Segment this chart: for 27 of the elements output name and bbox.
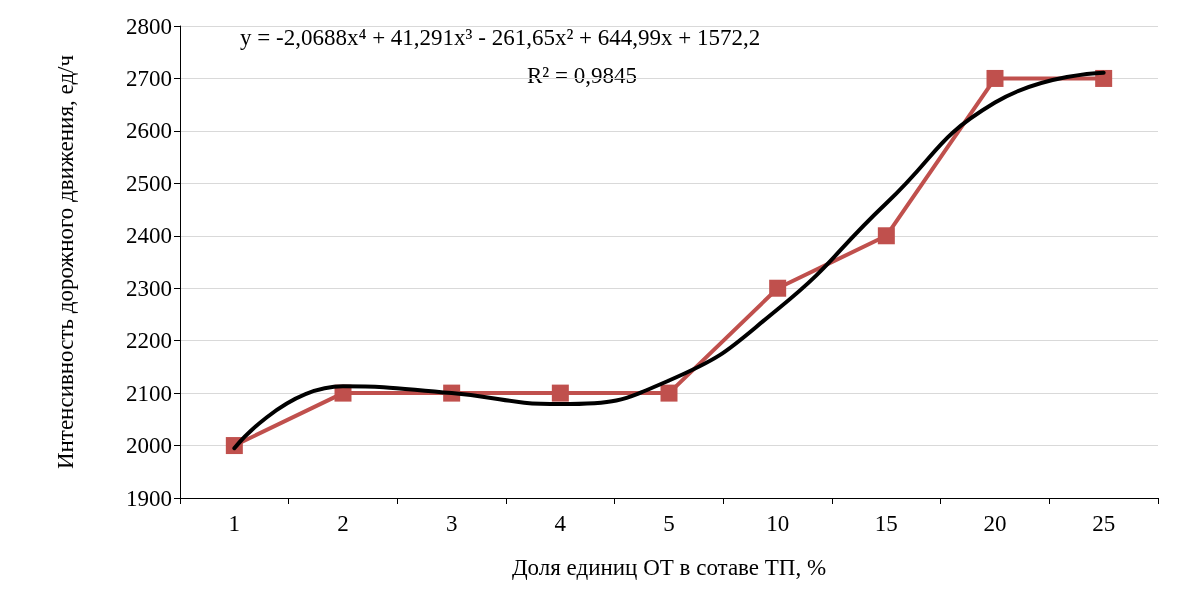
x-tick-label: 3: [445, 511, 458, 536]
y-tick-label: 1900: [126, 485, 172, 511]
x-tick-label: 4: [554, 511, 567, 536]
x-axis-title: Доля единиц ОТ в сотаве ТП, %: [511, 555, 827, 580]
y-axis-title: Интенсивность дорожного движения, ед/ч: [52, 54, 78, 470]
y-tick-label: 2800: [126, 13, 172, 39]
annotation: y = -2,0688x⁴ + 41,291x³ - 261,65x² + 644,99x + 1572,2: [240, 25, 761, 50]
y-tick-label: 2700: [126, 65, 172, 91]
y-tick-label: 2100: [126, 380, 172, 406]
y-tick-label: 2500: [126, 170, 172, 196]
point: [986, 69, 1004, 87]
x-tick-label: 25: [1092, 511, 1116, 536]
y-tick-label: 2300: [126, 275, 172, 301]
x-tick-label: 20: [983, 511, 1007, 536]
y-tick-label: 2600: [126, 118, 172, 144]
y-tick-label: 2000: [126, 433, 172, 459]
x-tick-label: 1: [228, 511, 241, 536]
point: [551, 384, 569, 402]
x-tick-label: 10: [766, 511, 790, 536]
x-tick-label: 15: [874, 511, 898, 536]
y-tick-label: 2400: [126, 223, 172, 249]
point: [769, 279, 787, 297]
point: [877, 227, 895, 245]
y-tick-label: 2200: [126, 328, 172, 354]
x-tick-label: 2: [337, 511, 349, 536]
x-tick-label: 5: [663, 511, 675, 536]
point: [660, 384, 678, 402]
